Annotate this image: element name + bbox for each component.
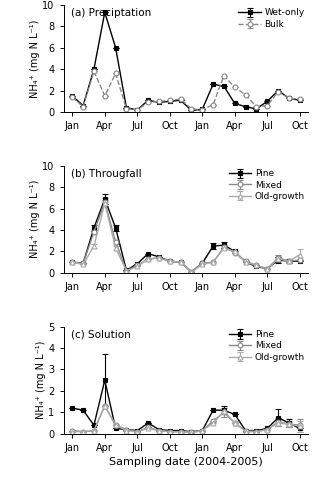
Y-axis label: NH₄⁺ (mg N L⁻¹): NH₄⁺ (mg N L⁻¹) (30, 19, 39, 98)
Text: (b) Througfall: (b) Througfall (71, 169, 142, 179)
X-axis label: Sampling date (2004-2005): Sampling date (2004-2005) (109, 457, 263, 467)
Text: (a) Preciptation: (a) Preciptation (71, 8, 151, 18)
Legend: Pine, Mixed, Old-growth: Pine, Mixed, Old-growth (228, 329, 306, 362)
Y-axis label: NH₄⁺ (mg N L⁻¹): NH₄⁺ (mg N L⁻¹) (30, 180, 39, 258)
Y-axis label: NH₄⁺ (mg N L⁻¹): NH₄⁺ (mg N L⁻¹) (36, 341, 45, 419)
Legend: Pine, Mixed, Old-growth: Pine, Mixed, Old-growth (228, 168, 306, 201)
Legend: Wet-only, Bulk: Wet-only, Bulk (238, 8, 306, 29)
Text: (c) Solution: (c) Solution (71, 330, 131, 340)
